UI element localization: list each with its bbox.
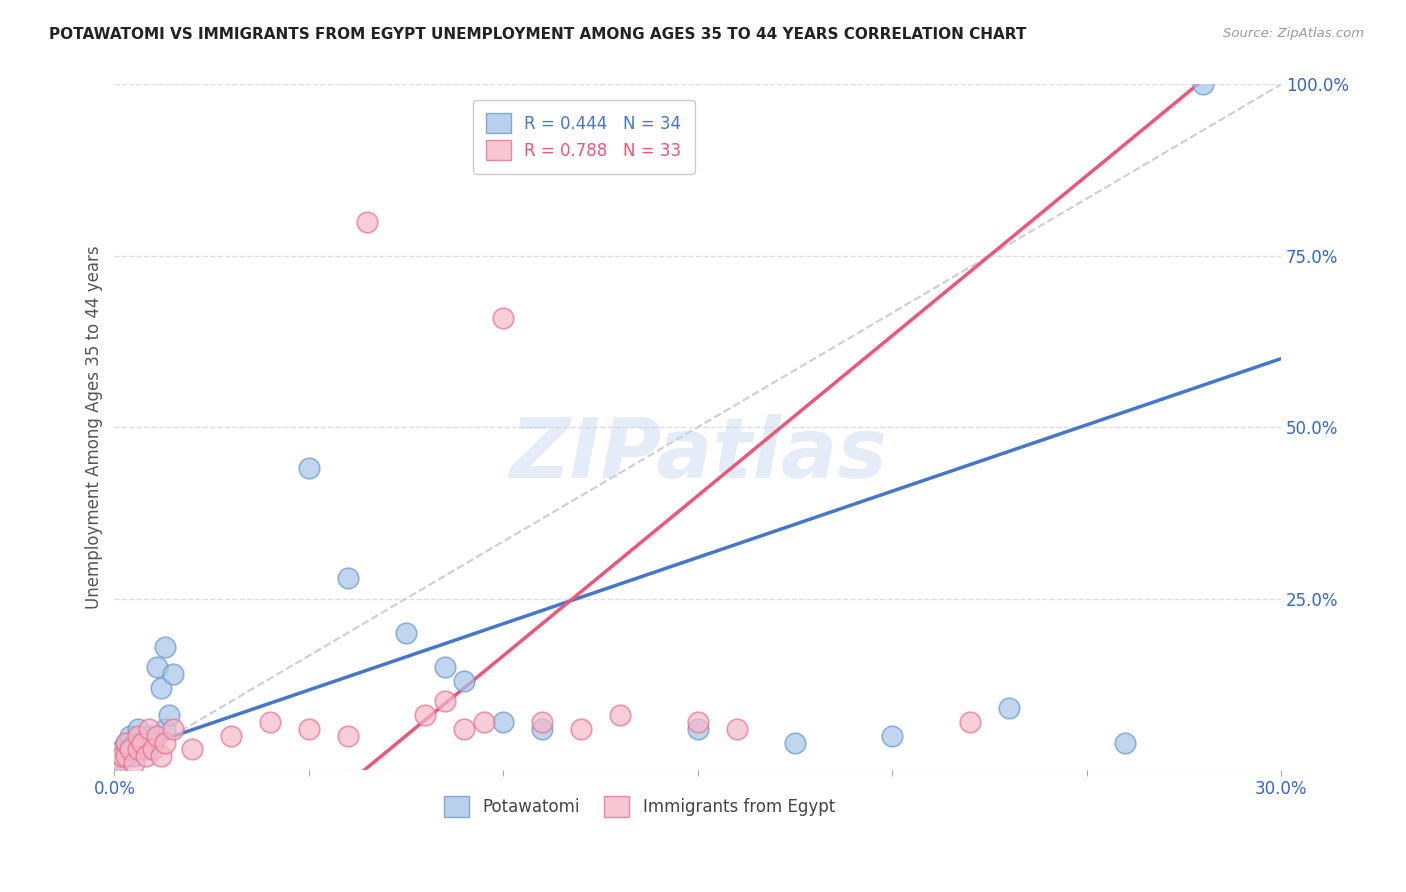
Point [122,735,145,749]
Point [138,722,160,736]
Point [111,749,134,764]
Point [131,735,153,749]
Point [115,735,138,749]
Point [162,667,184,681]
Point [150,749,173,764]
Text: ZIPatlas: ZIPatlas [509,414,887,495]
Point [997,701,1019,715]
Point [783,735,806,749]
Point [142,735,165,749]
Point [336,571,359,585]
Point [882,729,904,743]
Point [298,722,321,736]
Point [111,742,134,756]
Point [395,626,418,640]
Point [162,722,184,736]
Point [122,756,145,771]
Point [453,673,475,688]
Point [153,722,176,736]
Point [433,694,456,708]
Text: Source: ZipAtlas.com: Source: ZipAtlas.com [1223,27,1364,40]
Point [1114,735,1136,749]
Point [336,729,359,743]
Y-axis label: Unemployment Among Ages 35 to 44 years: Unemployment Among Ages 35 to 44 years [86,245,103,609]
Point [1192,78,1215,92]
Point [415,708,437,723]
Point [157,708,180,723]
Point [131,735,153,749]
Point [531,714,554,729]
Point [107,753,129,767]
Point [146,729,169,743]
Point [115,749,138,764]
Point [150,681,173,695]
Point [433,660,456,674]
Point [107,756,129,771]
Point [492,310,515,325]
Point [181,742,204,756]
Point [219,729,242,743]
Point [146,660,169,674]
Point [142,742,165,756]
Point [138,729,160,743]
Point [115,735,138,749]
Point [127,722,149,736]
Point [153,735,176,749]
Point [725,722,748,736]
Point [153,640,176,654]
Point [609,708,631,723]
Point [531,722,554,736]
Text: POTAWATOMI VS IMMIGRANTS FROM EGYPT UNEMPLOYMENT AMONG AGES 35 TO 44 YEARS CORRE: POTAWATOMI VS IMMIGRANTS FROM EGYPT UNEM… [49,27,1026,42]
Point [134,749,156,764]
Point [118,742,141,756]
Point [134,742,156,756]
Point [127,742,149,756]
Point [259,714,281,729]
Point [298,461,321,475]
Point [118,742,141,756]
Point [122,749,145,764]
Point [356,214,378,228]
Point [686,722,709,736]
Point [127,729,149,743]
Legend: Potawatomi, Immigrants from Egypt: Potawatomi, Immigrants from Egypt [437,789,842,823]
Point [686,714,709,729]
Point [492,714,515,729]
Point [453,722,475,736]
Point [115,749,138,764]
Point [127,742,149,756]
Point [569,722,592,736]
Point [959,714,981,729]
Point [118,729,141,743]
Point [472,714,495,729]
Point [111,749,134,764]
